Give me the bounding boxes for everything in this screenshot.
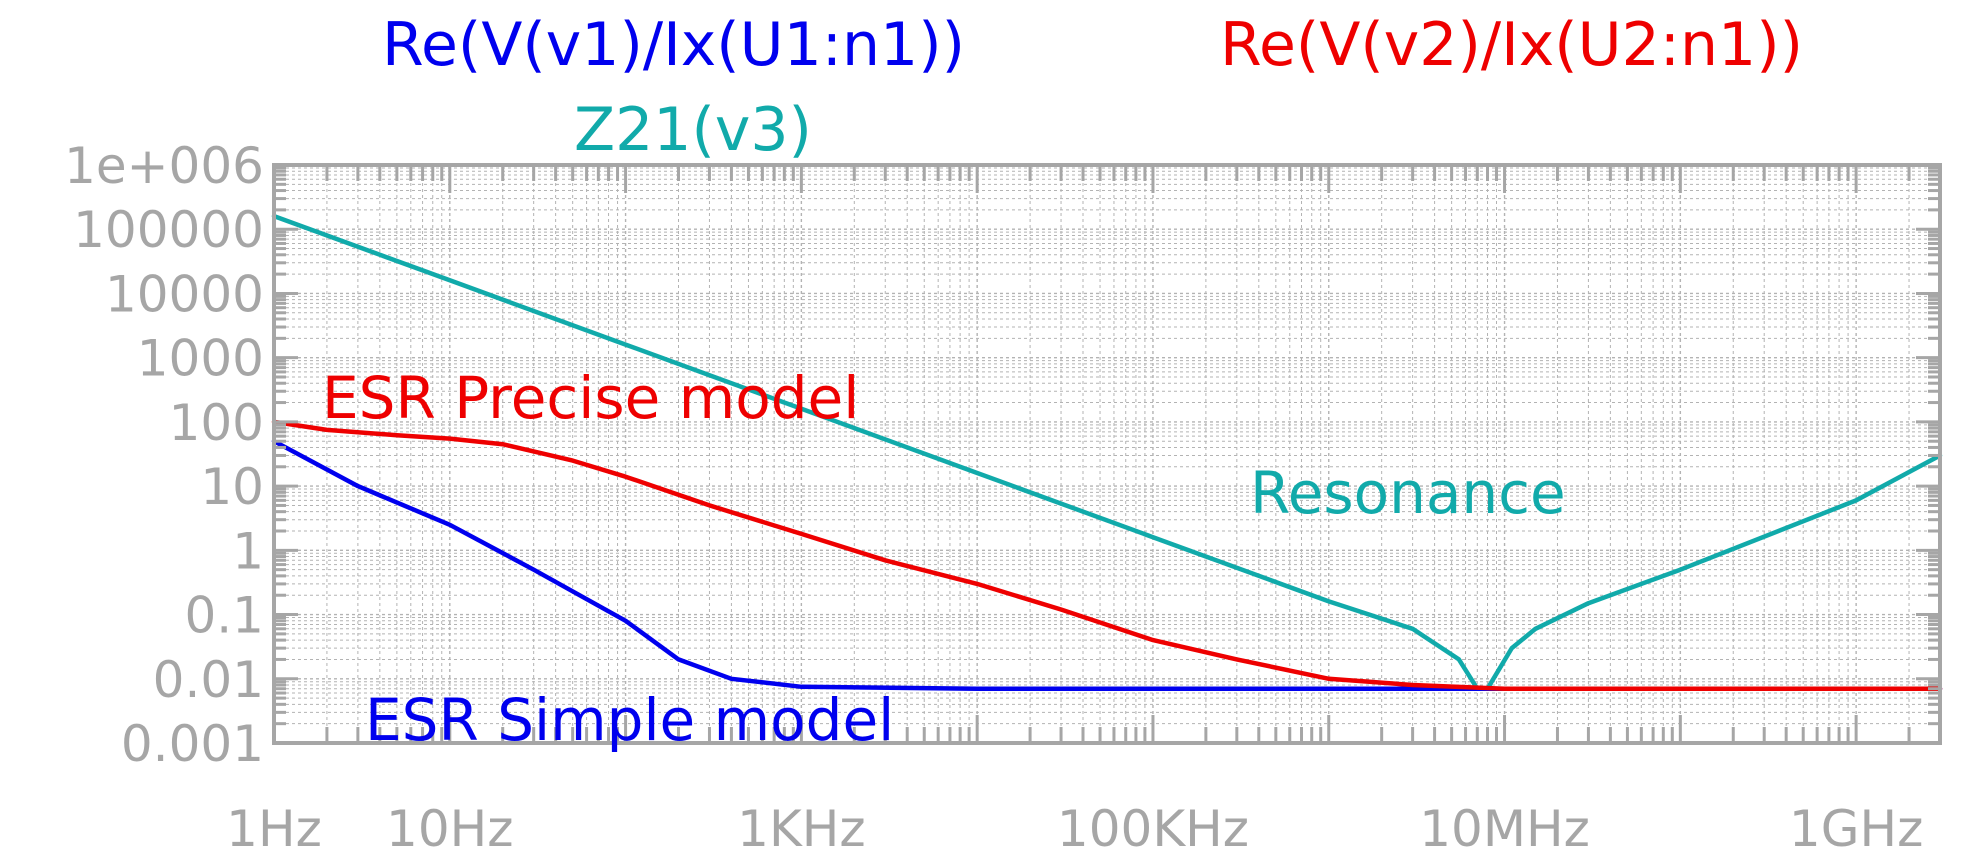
series-line-2 — [271, 419, 1943, 691]
x-tick-label: 1KHz — [737, 800, 865, 858]
series-group — [271, 213, 1943, 691]
legend-series-2: Re(V(v2)/Ix(U2:n1)) — [1220, 10, 1803, 80]
y-tick-label: 1000 — [137, 330, 264, 388]
x-tick-label: 10MHz — [1419, 800, 1590, 858]
y-tick-label: 100 — [169, 394, 264, 452]
y-tick-label: 0.1 — [184, 587, 264, 645]
series-line-3 — [271, 213, 1943, 691]
y-tick-label: 0.001 — [121, 715, 264, 773]
y-tick-label: 0.01 — [153, 651, 264, 709]
x-tick-labels: 1Hz 10Hz 1KHz 100KHz 10MHz 1GHz — [226, 800, 1923, 858]
annotation-esr-simple: ESR Simple model — [365, 686, 894, 754]
y-tick-label: 1 — [232, 522, 264, 580]
y-tick-label: 100000 — [73, 201, 264, 259]
y-tick-label: 10 — [200, 458, 264, 516]
plot-frame — [272, 163, 1942, 745]
x-tick-label: 10Hz — [386, 800, 513, 858]
y-tick-labels: 1e+006 100000 10000 1000 100 10 1 0.1 0.01 0.001 — [64, 137, 264, 773]
legend-series-1: Re(V(v1)/Ix(U1:n1)) — [382, 10, 965, 80]
series-line-1 — [271, 438, 1943, 691]
minor-ticks — [272, 163, 1942, 745]
grid — [273, 164, 1941, 744]
x-tick-label: 100KHz — [1057, 800, 1249, 858]
legend-series-3: Z21(v3) — [574, 95, 812, 165]
y-tick-label: 1e+006 — [64, 137, 264, 195]
annotation-resonance: Resonance — [1250, 459, 1566, 527]
annotation-esr-precise: ESR Precise model — [322, 364, 859, 432]
x-tick-label: 1Hz — [226, 800, 322, 858]
y-tick-label: 10000 — [105, 265, 264, 323]
x-tick-label: 1GHz — [1789, 800, 1923, 858]
